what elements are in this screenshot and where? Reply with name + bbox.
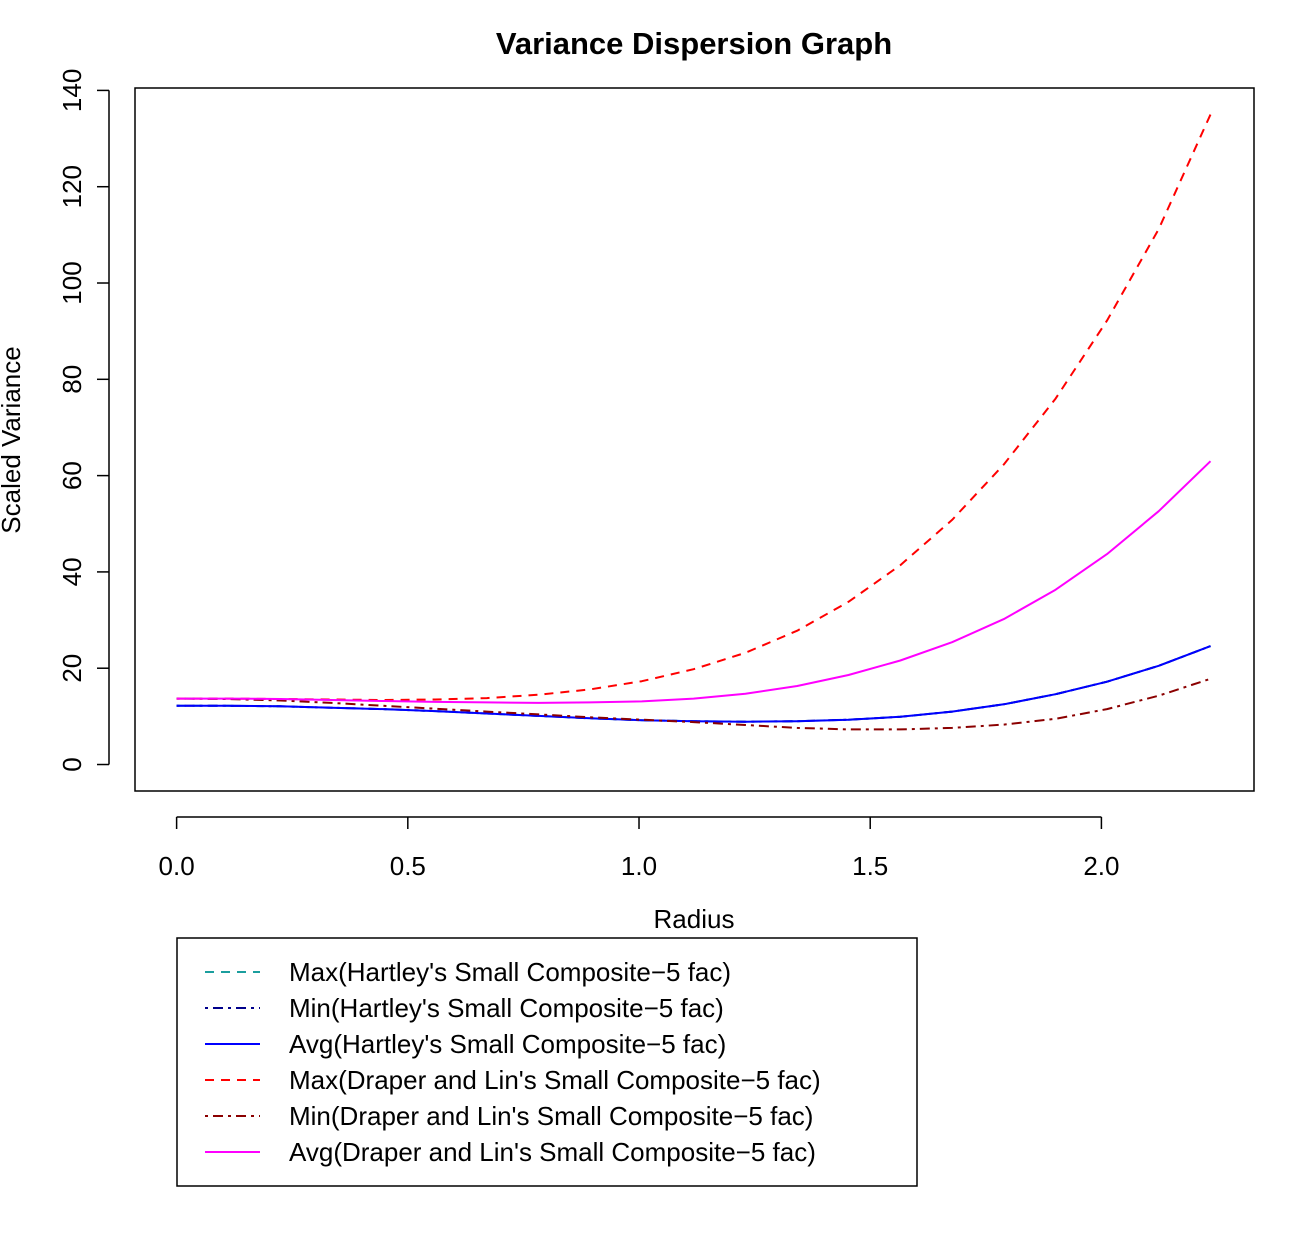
x-tick-label: 0.5	[390, 851, 426, 881]
series-layer	[176, 114, 1212, 731]
y-tick-label: 120	[57, 165, 87, 208]
x-tick-label: 0.0	[159, 851, 195, 881]
x-tick-label: 1.5	[852, 851, 888, 881]
series-line-3	[176, 645, 1211, 723]
chart-title: Variance Dispersion Graph	[496, 26, 892, 61]
y-tick-label: 80	[57, 365, 87, 394]
x-axis-label: Radius	[654, 904, 735, 934]
y-tick-label: 20	[57, 654, 87, 683]
y-tick-label: 0	[57, 757, 87, 771]
series-line-5	[176, 677, 1211, 731]
series-line-4	[176, 114, 1212, 701]
y-tick-label: 100	[57, 261, 87, 304]
y-tick-label: 140	[57, 69, 87, 112]
legend-label-1: Max(Hartley's Small Composite−5 fac)	[289, 957, 731, 987]
series-line-1	[176, 645, 1211, 723]
legend-label-4: Max(Draper and Lin's Small Composite−5 f…	[289, 1065, 821, 1095]
y-tick-label: 60	[57, 461, 87, 490]
y-tick-label: 40	[57, 557, 87, 586]
series-line-6	[176, 460, 1212, 704]
x-tick-label: 1.0	[621, 851, 657, 881]
legend-items: Max(Hartley's Small Composite−5 fac) Min(…	[205, 957, 821, 1167]
legend-label-5: Min(Draper and Lin's Small Composite−5 f…	[289, 1101, 813, 1131]
legend-label-6: Avg(Draper and Lin's Small Composite−5 f…	[289, 1137, 816, 1167]
legend: Max(Hartley's Small Composite−5 fac) Min(…	[176, 937, 918, 1187]
legend-label-2: Min(Hartley's Small Composite−5 fac)	[289, 993, 724, 1023]
y-axis: 0 20 40 60 80 100 120 140	[57, 69, 110, 772]
plot-area	[134, 87, 1255, 792]
series-line-2	[176, 645, 1211, 723]
legend-box	[176, 937, 918, 1187]
y-axis-label: Scaled Variance	[0, 346, 26, 533]
x-axis: 0.0 0.5 1.0 1.5 2.0	[159, 816, 1119, 881]
x-tick-label: 2.0	[1083, 851, 1119, 881]
legend-label-3: Avg(Hartley's Small Composite−5 fac)	[289, 1029, 726, 1059]
